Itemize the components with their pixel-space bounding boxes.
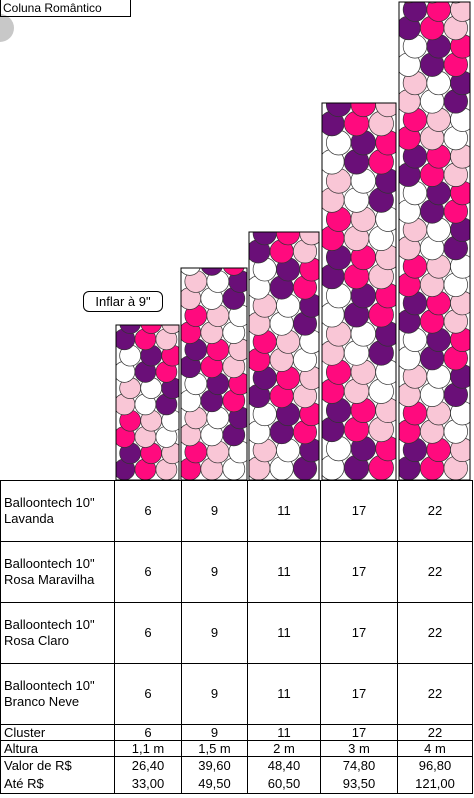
cell: 48,40 (247, 756, 321, 775)
cell: 17 (320, 602, 398, 664)
cell: 33,00 (114, 775, 182, 794)
cell: 1,1 m (114, 740, 182, 757)
cell: 96,80 (397, 756, 473, 775)
table-row: Até R$ 33,00 49,50 60,50 93,50 121,00 (0, 775, 473, 794)
cell: 3 m (320, 740, 398, 757)
balloon (299, 232, 319, 246)
balloon (223, 268, 245, 276)
row-label: Balloontech 10" Rosa Maravilha (0, 541, 115, 603)
balloon-column (249, 232, 319, 480)
cell: 9 (181, 541, 248, 603)
cell: 49,50 (181, 775, 248, 794)
corner-button (0, 14, 14, 42)
column-frame (180, 267, 248, 480)
cell: 6 (114, 724, 182, 741)
cell: 9 (181, 724, 248, 741)
table-row: Balloontech 10" Rosa Maravilha 6 9 11 17 22 (0, 541, 473, 603)
column-frame (115, 324, 180, 480)
balloon-column (399, 2, 470, 480)
table-row: Valor de R$ 26,40 39,60 48,40 74,80 96,80 (0, 756, 473, 775)
cell: 22 (397, 663, 473, 725)
cell: 93,50 (320, 775, 398, 794)
table-row: Cluster 6 9 11 17 22 (0, 724, 473, 741)
cell: 6 (114, 663, 182, 725)
table-row: Balloontech 10" Lavanda 6 9 11 17 22 (0, 480, 473, 542)
balloon-art (0, 1, 471, 480)
column-frame (248, 231, 320, 480)
cell: 6 (114, 602, 182, 664)
cell: 6 (114, 480, 182, 542)
balloon (350, 103, 376, 118)
balloon (119, 325, 141, 334)
cell: 11 (247, 541, 321, 603)
table-row: Balloontech 10" Rosa Claro 6 9 11 17 22 (0, 602, 473, 664)
cell: 22 (397, 480, 473, 542)
cell: 22 (397, 602, 473, 664)
cell: 11 (247, 663, 321, 725)
row-label: Cluster (0, 724, 115, 741)
row-label: Valor de R$ (0, 756, 115, 775)
balloon (181, 268, 201, 276)
cell: 17 (320, 663, 398, 725)
row-label: Balloontech 10" Rosa Claro (0, 602, 115, 664)
cell: 17 (320, 541, 398, 603)
balloon-column (181, 268, 247, 480)
balloon-column (322, 103, 396, 480)
title: Coluna Romântico (0, 0, 131, 17)
balloon (161, 325, 179, 334)
cell: 9 (181, 663, 248, 725)
cell: 26,40 (114, 756, 182, 775)
row-label: Até R$ (0, 775, 115, 794)
balloon (252, 232, 277, 246)
cell: 121,00 (397, 775, 473, 794)
cell: 11 (247, 724, 321, 741)
cell: 11 (247, 480, 321, 542)
row-label: Balloontech 10" Branco Neve (0, 663, 115, 725)
cell: 60,50 (247, 775, 321, 794)
table-row: Balloontech 10" Branco Neve 6 9 11 17 22 (0, 663, 473, 725)
cell: 2 m (247, 740, 321, 757)
cell: 4 m (397, 740, 473, 757)
column-frame (321, 102, 397, 480)
balloon-column (116, 325, 179, 480)
cell: 74,80 (320, 756, 398, 775)
price-table: Balloontech 10" Lavanda 6 9 11 17 22 Balloonte… (0, 480, 473, 794)
cell: 6 (114, 541, 182, 603)
row-label: Altura (0, 740, 115, 757)
balloon (201, 268, 223, 276)
balloon (325, 103, 352, 118)
column-frame (398, 1, 471, 480)
cell: 9 (181, 602, 248, 664)
badge: Inflar à 9" (83, 291, 163, 312)
balloon (450, 2, 470, 22)
balloon (375, 103, 396, 118)
cell: 11 (247, 602, 321, 664)
balloon (140, 325, 162, 334)
cell: 22 (397, 541, 473, 603)
balloon (276, 232, 301, 246)
cell: 39,60 (181, 756, 248, 775)
cell: 22 (397, 724, 473, 741)
cell: 17 (320, 724, 398, 741)
row-label: Balloontech 10" Lavanda (0, 480, 115, 542)
cell: 1,5 m (181, 740, 248, 757)
cell: 9 (181, 480, 248, 542)
cell: 17 (320, 480, 398, 542)
